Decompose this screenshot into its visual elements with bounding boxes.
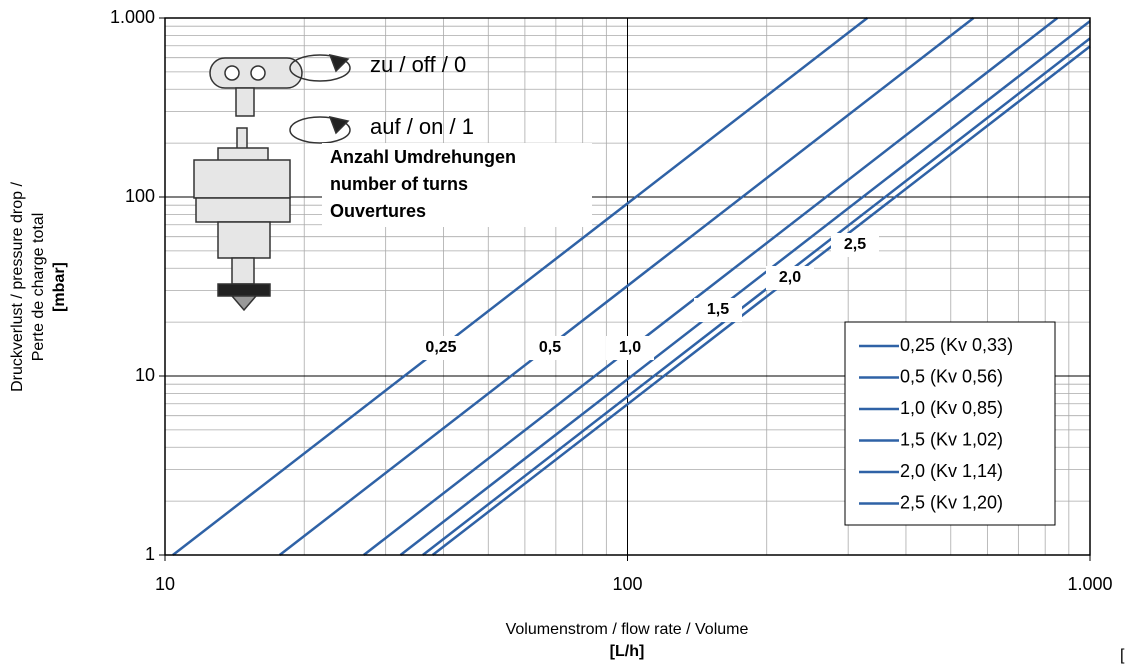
page: zu / off / 0 auf / on / 1 Anzahl Umdrehu…	[0, 0, 1126, 666]
legend-label: 1,0 (Kv 0,85)	[900, 398, 1003, 418]
annotation: Anzahl Umdrehungen	[330, 147, 516, 167]
key-hole	[251, 66, 265, 80]
x-tick-label: 10	[155, 574, 175, 594]
hex	[196, 198, 290, 222]
legend-label: 0,5 (Kv 0,56)	[900, 366, 1003, 386]
annotation: auf / on / 1	[370, 114, 474, 139]
legend-label: 0,25 (Kv 0,33)	[900, 335, 1013, 355]
lower-thread	[218, 222, 270, 258]
key-hole	[225, 66, 239, 80]
y-tick-label: 1	[145, 544, 155, 564]
x-tick-label: 100	[612, 574, 642, 594]
series-line	[173, 18, 867, 555]
pin	[232, 258, 254, 284]
y-unit: [mbar]	[51, 262, 68, 312]
annotation: Ouvertures	[330, 201, 426, 221]
x-tick-label: 1.000	[1067, 574, 1112, 594]
annotation: zu / off / 0	[370, 52, 466, 77]
corner-fragment: [	[1120, 647, 1125, 664]
y-title-group: Druckverlust / pressure drop / Perte de …	[9, 182, 68, 392]
line-label: 0,25	[425, 339, 456, 356]
y-tick-label: 10	[135, 365, 155, 385]
line-label: 2,5	[844, 236, 866, 253]
legend-label: 1,5 (Kv 1,02)	[900, 429, 1003, 449]
cone	[232, 296, 256, 310]
line-label: 2,0	[779, 269, 801, 286]
x-unit: [L/h]	[610, 643, 645, 660]
spindle	[237, 128, 247, 150]
legend-label: 2,5 (Kv 1,20)	[900, 492, 1003, 512]
thread	[194, 160, 290, 198]
key-stem	[236, 88, 254, 116]
annotation: number of turns	[330, 174, 468, 194]
rotate-arrow	[330, 117, 348, 133]
legend-label: 2,0 (Kv 1,14)	[900, 461, 1003, 481]
x-title: Volumenstrom / flow rate / Volume	[506, 621, 749, 638]
chart: zu / off / 0 auf / on / 1 Anzahl Umdrehu…	[0, 0, 1126, 666]
line-label: 1,0	[619, 339, 641, 356]
legend: 0,25 (Kv 0,33) 0,5 (Kv 0,56) 1,0 (Kv 0,85)…	[845, 322, 1055, 525]
y-tick-label: 1.000	[110, 7, 155, 27]
line-label: 1,5	[707, 301, 729, 318]
y-title: Perte de charge total	[30, 213, 47, 362]
seal	[218, 284, 270, 296]
y-title: Druckverlust / pressure drop /	[9, 182, 26, 392]
y-tick-label: 100	[125, 186, 155, 206]
line-label: 0,5	[539, 339, 561, 356]
